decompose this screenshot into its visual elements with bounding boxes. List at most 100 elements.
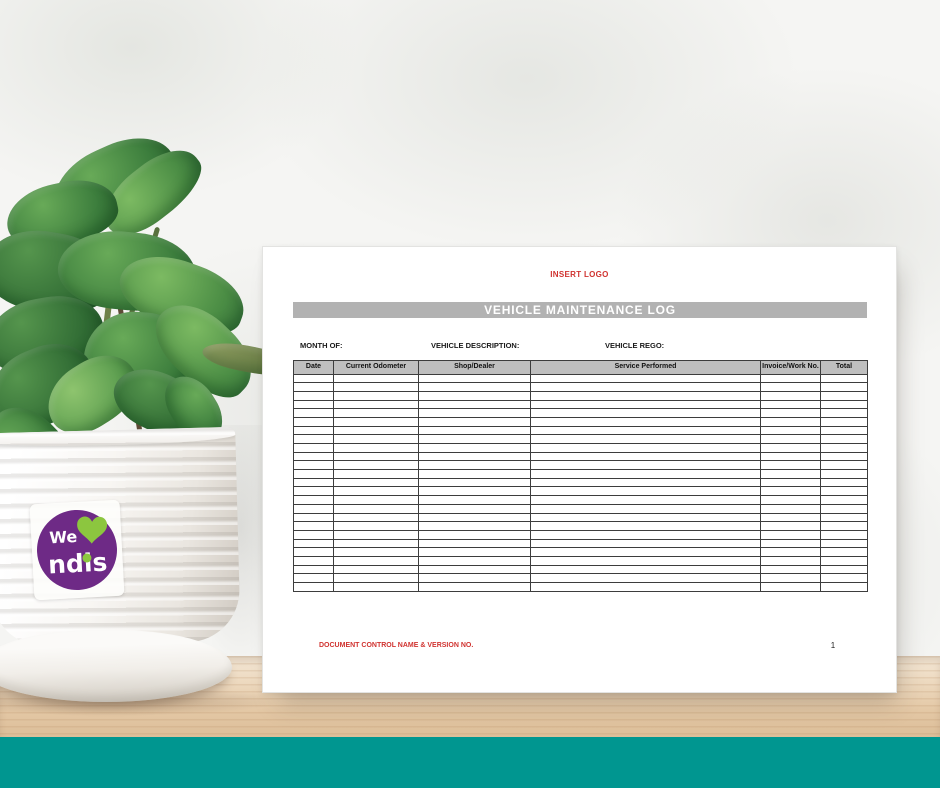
table-cell — [418, 495, 531, 505]
field-label-month: MONTH OF: — [300, 341, 343, 350]
table-cell — [760, 538, 821, 549]
table-cell — [530, 443, 761, 453]
table-cell — [333, 529, 419, 540]
table-cell — [530, 451, 761, 462]
table-cell — [820, 512, 868, 523]
table-row — [293, 477, 868, 488]
table-cell — [293, 538, 334, 549]
table-cell — [760, 512, 821, 523]
table-cell — [418, 529, 531, 540]
table-cell — [820, 564, 868, 575]
table-cell — [418, 582, 531, 592]
table-cell — [820, 529, 868, 540]
table-cell — [293, 521, 334, 531]
table-row — [293, 486, 868, 497]
table-cell — [760, 399, 821, 410]
document-title-bar: VEHICLE MAINTENANCE LOG — [293, 302, 867, 318]
table-cell — [760, 547, 821, 557]
table-cell — [760, 486, 821, 497]
table-cell — [760, 503, 821, 514]
table-cell — [530, 573, 761, 583]
table-row — [293, 451, 868, 462]
table-cell — [418, 469, 531, 479]
table-cell — [530, 399, 761, 410]
table-row — [293, 521, 868, 531]
table-cell — [820, 495, 868, 505]
table-cell — [820, 425, 868, 436]
ndis-sticker: We ndis — [29, 499, 125, 601]
table-cell — [530, 373, 761, 384]
table-cell — [333, 451, 419, 462]
table-cell — [760, 373, 821, 384]
column-header: Shop/Dealer — [418, 360, 531, 375]
table-cell — [418, 416, 531, 427]
table-cell — [333, 408, 419, 418]
table-cell — [293, 443, 334, 453]
table-cell — [293, 555, 334, 566]
table-cell — [333, 538, 419, 549]
table-cell — [333, 416, 419, 427]
field-label-description: VEHICLE DESCRIPTION: — [431, 341, 520, 350]
table-cell — [820, 486, 868, 497]
table-cell — [418, 399, 531, 410]
table-cell — [760, 460, 821, 471]
table-row — [293, 460, 868, 471]
table-cell — [333, 469, 419, 479]
table-cell — [760, 425, 821, 436]
table-cell — [293, 495, 334, 505]
table-cell — [293, 573, 334, 583]
table-cell — [333, 382, 419, 392]
table-row — [293, 425, 868, 436]
footer-note: DOCUMENT CONTROL NAME & VERSION NO. — [319, 642, 474, 649]
table-cell — [293, 529, 334, 540]
table-cell — [820, 443, 868, 453]
table-cell — [530, 416, 761, 427]
column-header: Date — [293, 360, 334, 375]
table-cell — [293, 477, 334, 488]
table-cell — [820, 573, 868, 583]
table-cell — [333, 373, 419, 384]
table-cell — [530, 390, 761, 401]
table-cell — [530, 555, 761, 566]
table-row — [293, 469, 868, 479]
table-row — [293, 529, 868, 540]
table-cell — [820, 416, 868, 427]
ndis-we-label: We — [48, 526, 78, 548]
table-cell — [760, 564, 821, 575]
pot-saucer — [0, 630, 232, 702]
table-row — [293, 503, 868, 514]
table-cell — [530, 486, 761, 497]
table-cell — [530, 503, 761, 514]
table-cell — [418, 564, 531, 575]
table-cell — [760, 434, 821, 444]
table-cell — [530, 469, 761, 479]
table-cell — [820, 373, 868, 384]
table-cell — [333, 425, 419, 436]
table-cell — [760, 477, 821, 488]
table-cell — [820, 451, 868, 462]
table-cell — [530, 495, 761, 505]
table-cell — [418, 538, 531, 549]
table-cell — [760, 495, 821, 505]
table-cell — [760, 555, 821, 566]
column-header: Current Odometer — [333, 360, 419, 375]
table-cell — [760, 521, 821, 531]
table-cell — [333, 399, 419, 410]
table-cell — [293, 390, 334, 401]
table-cell — [530, 425, 761, 436]
table-cell — [333, 503, 419, 514]
table-row — [293, 555, 868, 566]
table-cell — [530, 382, 761, 392]
table-cell — [530, 538, 761, 549]
table-cell — [293, 460, 334, 471]
table-cell — [820, 390, 868, 401]
table-cell — [760, 408, 821, 418]
table-cell — [333, 582, 419, 592]
table-row — [293, 408, 868, 418]
table-cell — [293, 503, 334, 514]
table-row — [293, 582, 868, 592]
table-row — [293, 390, 868, 401]
table-cell — [418, 477, 531, 488]
table-cell — [293, 399, 334, 410]
